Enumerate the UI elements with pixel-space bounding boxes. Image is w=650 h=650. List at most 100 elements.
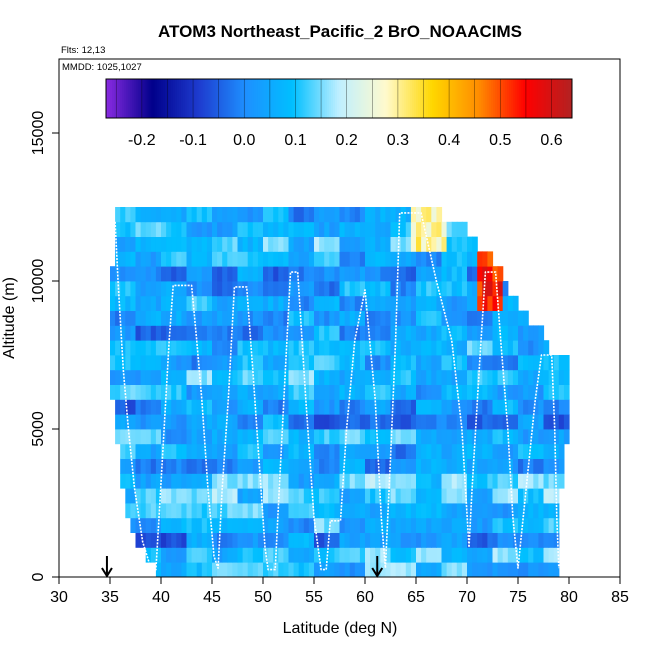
heatmap-cell [196, 488, 203, 504]
heatmap-cell [212, 281, 218, 297]
heatmap-cell [370, 369, 376, 385]
heatmap-cell [385, 221, 392, 237]
heatmap-cell [477, 429, 483, 445]
heatmap-cell [324, 310, 330, 326]
heatmap-cell [446, 517, 453, 533]
heatmap-cell [451, 562, 458, 577]
heatmap-cell [410, 532, 417, 548]
heatmap-cell [518, 458, 524, 474]
heatmap-cell [349, 340, 356, 356]
heatmap-cell [125, 340, 131, 356]
heatmap-cell [135, 384, 142, 400]
heatmap-cell [242, 414, 249, 430]
heatmap-cell [257, 281, 264, 297]
heatmap-cell [380, 295, 386, 311]
colorbar-segment [341, 79, 344, 118]
heatmap-cell [283, 532, 290, 548]
heatmap-cell [206, 532, 213, 548]
heatmap-cell [370, 414, 376, 430]
heatmap-cell [120, 473, 126, 489]
heatmap-cell [140, 443, 147, 459]
heatmap-cell [518, 429, 524, 445]
heatmap-cell [365, 532, 371, 548]
heatmap-cell [354, 310, 361, 326]
heatmap-cell [252, 384, 259, 400]
heatmap-cell [400, 429, 407, 445]
heatmap-cell [191, 281, 198, 297]
heatmap-cell [390, 429, 397, 445]
heatmap-cell [303, 429, 310, 445]
heatmap-cell [492, 310, 499, 326]
colorbar-segment [330, 79, 334, 118]
heatmap-cell [247, 236, 254, 252]
heatmap-cell [314, 503, 320, 519]
heatmap-cell [436, 369, 443, 385]
heatmap-cell [181, 503, 188, 519]
heatmap-cell [390, 503, 397, 519]
colorbar-segment [533, 79, 537, 118]
heatmap-cell [523, 503, 529, 519]
heatmap-cell [528, 562, 534, 577]
colorbar-segment [132, 79, 135, 118]
heatmap-cell [431, 207, 437, 223]
heatmap-cell [247, 473, 254, 489]
heatmap-cell [257, 384, 264, 400]
heatmap-cell [293, 251, 300, 267]
heatmap-cell [507, 532, 514, 548]
heatmap-cell [140, 458, 147, 474]
heatmap-cell [257, 207, 264, 223]
heatmap-cell [385, 473, 392, 489]
heatmap-cell [217, 207, 223, 223]
heatmap-cell [543, 369, 550, 385]
heatmap-cell [140, 236, 147, 252]
heatmap-cell [247, 251, 254, 267]
heatmap-cell [482, 399, 488, 415]
heatmap-cell [416, 414, 422, 430]
x-tick-label: 45 [203, 589, 221, 606]
heatmap-cell [212, 221, 218, 237]
heatmap-cell [222, 503, 228, 519]
heatmap-cell [186, 547, 193, 563]
heatmap-cell [548, 429, 555, 445]
heatmap-cell [161, 369, 167, 385]
heatmap-cell [370, 340, 376, 356]
heatmap-cell [497, 458, 504, 474]
heatmap-cell [441, 340, 448, 356]
heatmap-cell [390, 310, 397, 326]
heatmap-cell [339, 384, 346, 400]
heatmap-cell [441, 443, 448, 459]
heatmap-cell [186, 562, 193, 577]
heatmap-cell [314, 207, 320, 223]
heatmap-cell [339, 295, 346, 311]
colorbar-segment [110, 79, 113, 118]
colorbar-segment [505, 79, 508, 118]
heatmap-cell [140, 340, 147, 356]
heatmap-cell [492, 443, 499, 459]
heatmap-cell [263, 384, 269, 400]
heatmap-cell [201, 221, 208, 237]
heatmap-cell [410, 236, 417, 252]
heatmap-cell [395, 251, 402, 267]
colorbar-segment [521, 79, 524, 118]
heatmap-cell [273, 325, 279, 341]
heatmap-cell [349, 221, 356, 237]
heatmap-cell [329, 251, 335, 267]
heatmap-cell [533, 369, 539, 385]
heatmap-cell [263, 443, 269, 459]
heatmap-cell [477, 488, 483, 504]
heatmap-cell [339, 532, 346, 548]
heatmap-cell [222, 562, 228, 577]
heatmap-cell [553, 547, 560, 563]
heatmap-cell [263, 310, 269, 326]
heatmap-cell [410, 517, 417, 533]
heatmap-cell [115, 266, 121, 282]
heatmap-cell [303, 281, 310, 297]
heatmap-cell [263, 251, 269, 267]
heatmap-cell [217, 429, 223, 445]
heatmap-cell [212, 251, 218, 267]
heatmap-cell [181, 547, 188, 563]
colorbar-segment [286, 79, 289, 118]
heatmap-cell [186, 399, 193, 415]
heatmap-cell [461, 221, 468, 237]
heatmap-cell [492, 340, 499, 356]
